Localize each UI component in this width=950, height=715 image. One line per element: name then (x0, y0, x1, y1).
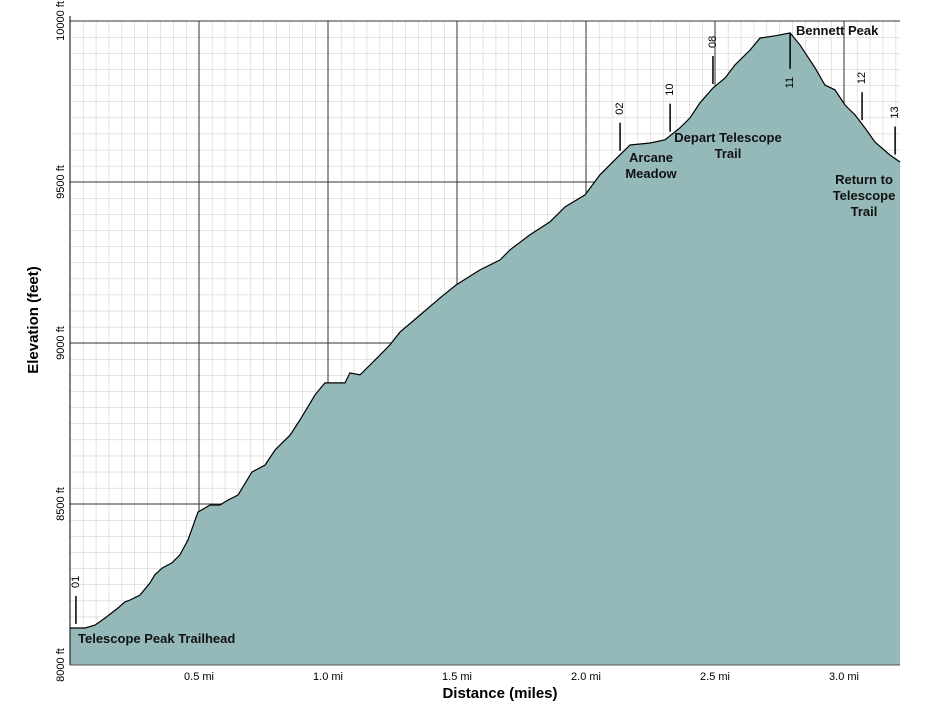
elevation-area (70, 32, 900, 665)
y-axis-title: Elevation (feet) (25, 266, 42, 374)
waypoint-label: 11 (784, 77, 796, 88)
annotation: Bennett Peak (796, 23, 879, 38)
x-tick-label: 0.5 mi (184, 671, 214, 683)
x-tick-label: 3.0 mi (829, 671, 859, 683)
waypoint-label: 13 (889, 106, 901, 118)
y-tick-label: 8000 ft (55, 648, 67, 682)
annotation: Return to Telescope Trail (832, 172, 896, 219)
waypoint-label: 08 (707, 36, 719, 48)
waypoint-label: 12 (856, 72, 868, 84)
x-axis-title: Distance (miles) (442, 685, 557, 702)
x-tick-label: 2.5 mi (700, 671, 730, 683)
elevation-line (70, 32, 901, 629)
x-tick-label: 2.0 mi (571, 671, 601, 683)
y-tick-label: 8500 ft (55, 487, 67, 521)
x-tick-label: 1.5 mi (442, 671, 472, 683)
waypoint-label: 01 (70, 576, 82, 588)
y-tick-label: 9500 ft (55, 165, 67, 199)
waypoint-label: 10 (664, 83, 676, 95)
y-tick-label: 9000 ft (55, 326, 67, 360)
waypoint-label: 02 (614, 103, 626, 115)
annotation: Arcane Meadow (625, 150, 677, 181)
annotation: Telescope Peak Trailhead (78, 631, 236, 646)
annotation: Depart Telescope Trail (674, 130, 782, 161)
y-tick-label: 10000 ft (55, 1, 67, 41)
x-tick-label: 1.0 mi (313, 671, 343, 683)
